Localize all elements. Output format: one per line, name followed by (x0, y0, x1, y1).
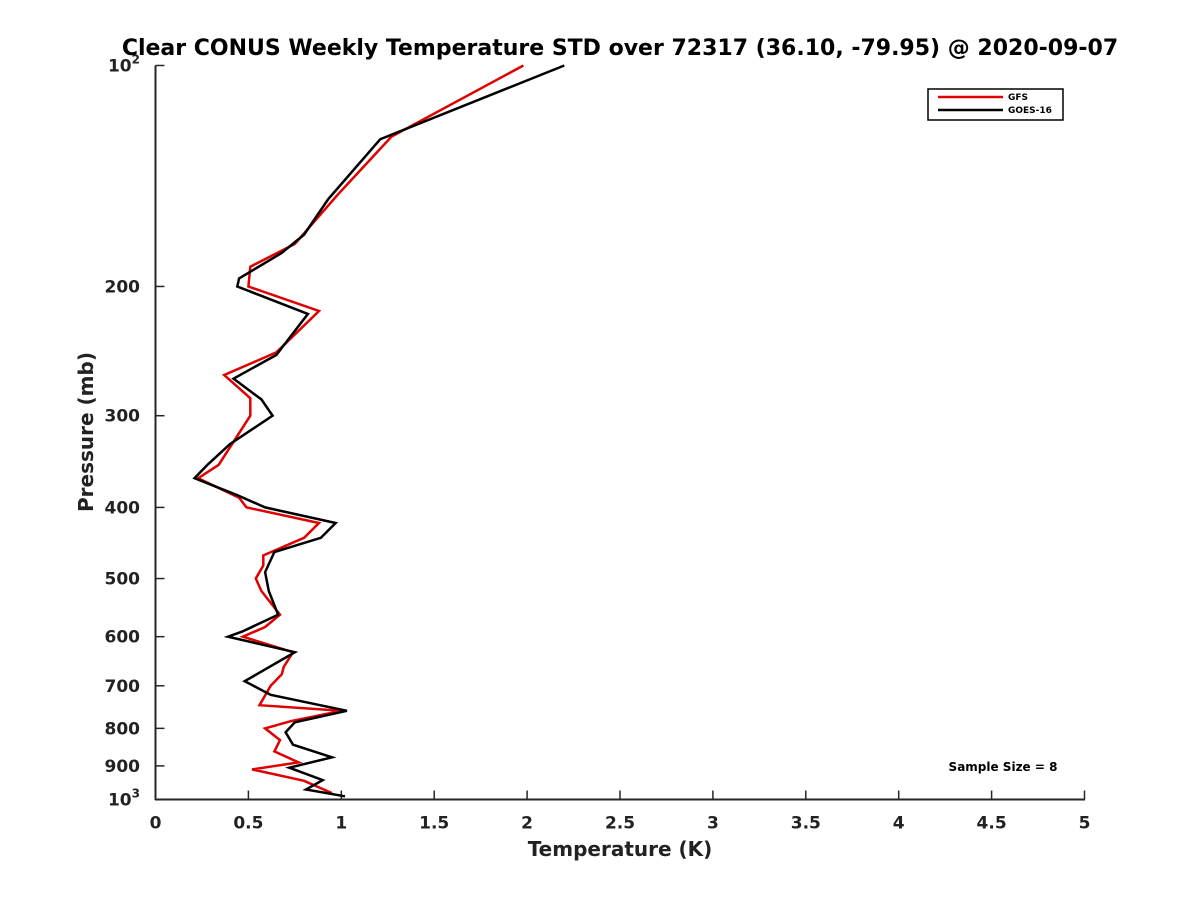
y-axis-ticks: 102 200 300 400 500 600 700 800 900 103 (105, 53, 165, 811)
sample-size-annotation: Sample Size = 8 (949, 760, 1058, 774)
x-axis-ticks: 0 0.5 1 1.5 2 2.5 3 3.5 4 4.5 5 (150, 790, 1091, 834)
y-axis-label: Pressure (mb) (74, 352, 98, 512)
chart-title: Clear CONUS Weekly Temperature STD over … (122, 36, 1118, 61)
y-tick-label: 800 (105, 719, 141, 739)
y-tick-label: 900 (105, 757, 141, 777)
x-axis-label: Temperature (K) (528, 837, 713, 861)
x-tick-label: 0 (150, 814, 162, 834)
y-tick-label: 700 (105, 677, 141, 697)
y-tick-label: 400 (105, 498, 141, 518)
x-tick-label: 4 (893, 814, 905, 834)
x-tick-label: 1 (335, 814, 347, 834)
series-layer (192, 64, 565, 798)
legend-box (927, 88, 1064, 121)
x-tick-label: 0.5 (233, 814, 263, 834)
y-tick-label: 102 (108, 53, 140, 77)
plot-area (156, 66, 1085, 800)
y-tick-label: 500 (105, 570, 141, 590)
x-tick-label: 2 (521, 814, 533, 834)
x-tick-label: 5 (1079, 814, 1091, 834)
x-tick-label: 4.5 (977, 814, 1007, 834)
series-line-gfs (195, 64, 524, 795)
y-tick-label: 103 (108, 787, 140, 811)
legend-label-gfs: GFS (1008, 93, 1028, 103)
x-tick-label: 2.5 (605, 814, 635, 834)
x-tick-label: 1.5 (419, 814, 449, 834)
x-tick-label: 3 (707, 814, 719, 834)
y-tick-label: 200 (105, 277, 141, 297)
y-tick-label: 300 (105, 407, 141, 427)
series-line-goes16 (192, 64, 565, 798)
y-tick-label: 600 (105, 628, 141, 648)
x-tick-label: 3.5 (791, 814, 821, 834)
legend-label-goes16: GOES-16 (1008, 106, 1052, 116)
legend: GFS GOES-16 (927, 88, 1064, 121)
